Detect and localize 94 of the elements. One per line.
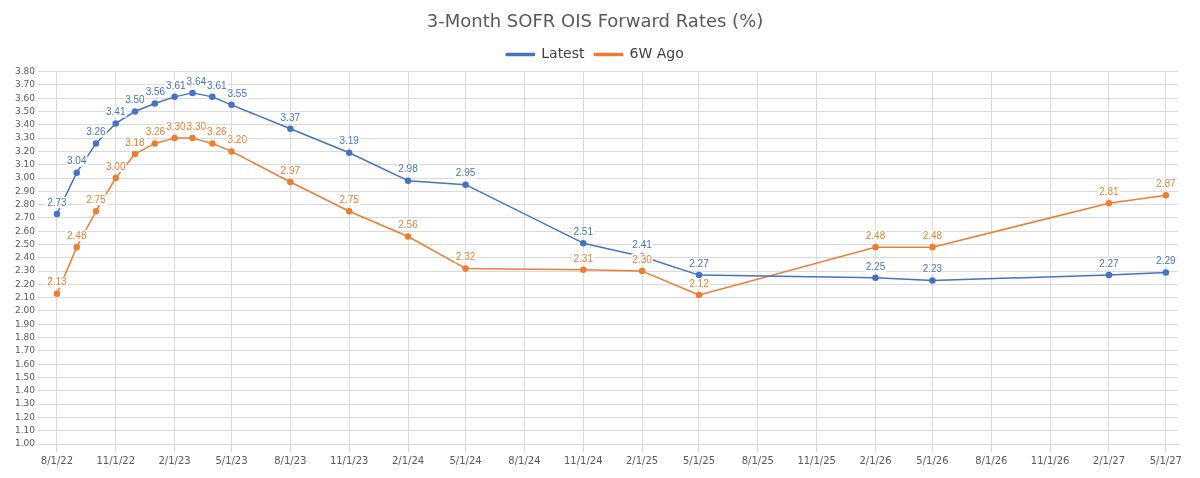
y-tick-label: 1.10 xyxy=(14,425,36,436)
x-tick-label: 2/1/24 xyxy=(391,454,425,466)
x-tick-label: 8/1/26 xyxy=(975,454,1008,466)
x-tick-label: 5/1/23 xyxy=(215,454,248,466)
chart-title: 3-Month SOFR OIS Forward Rates (%) xyxy=(426,10,764,32)
legend-label: Latest xyxy=(541,45,586,62)
data-label: 3.55 xyxy=(227,87,248,99)
y-tick-label: 3.60 xyxy=(14,92,36,103)
data-label: 3.00 xyxy=(106,160,126,172)
y-tick-label: 2.60 xyxy=(14,225,36,236)
data-label: 2.75 xyxy=(339,194,360,205)
y-tick-label: 1.20 xyxy=(14,411,36,422)
y-tick-label: 3.80 xyxy=(14,65,36,76)
y-tick-label: 1.30 xyxy=(14,398,36,409)
y-tick-label: 3.70 xyxy=(14,79,36,90)
y-tick-label: 3.10 xyxy=(14,159,36,170)
data-label: 3.18 xyxy=(125,136,146,148)
x-tick-label: 2/1/26 xyxy=(859,454,892,466)
data-label: 3.19 xyxy=(339,135,360,147)
data-label: 3.26 xyxy=(145,126,166,138)
data-label: 2.51 xyxy=(573,225,594,237)
x-tick-label: 5/1/25 xyxy=(682,454,716,466)
data-label: 3.30 xyxy=(166,120,187,132)
data-label: 2.29 xyxy=(1156,255,1177,267)
x-tick-label: 11/1/25 xyxy=(797,454,836,466)
data-label: 2.73 xyxy=(47,196,68,208)
y-tick-label: 2.70 xyxy=(14,212,36,223)
y-tick-label: 3.50 xyxy=(14,105,36,116)
y-tick-label: 3.00 xyxy=(14,172,36,183)
data-label: 2.30 xyxy=(632,253,653,265)
x-tick-label: 11/1/24 xyxy=(563,454,603,466)
data-label: 2.75 xyxy=(86,194,107,205)
data-label: 2.48 xyxy=(922,229,943,241)
data-label: 3.56 xyxy=(145,86,166,98)
data-label: 2.56 xyxy=(398,219,419,231)
data-label: 3.61 xyxy=(166,79,187,91)
data-label: 2.27 xyxy=(689,257,710,269)
x-tick-label: 8/1/22 xyxy=(40,454,73,466)
y-tick-label: 1.90 xyxy=(14,318,36,329)
data-label: 2.25 xyxy=(865,260,886,272)
data-label: 2.95 xyxy=(455,167,476,179)
x-tick-label: 11/1/22 xyxy=(96,454,136,466)
x-tick-label: 5/1/27 xyxy=(1149,454,1182,466)
legend-label: 6W Ago xyxy=(629,45,684,62)
data-label: 2.81 xyxy=(1099,186,1120,198)
x-tick-label: 8/1/23 xyxy=(274,454,307,466)
y-tick-label: 2.20 xyxy=(14,278,36,289)
y-tick-label: 3.30 xyxy=(14,132,36,143)
data-label: 3.64 xyxy=(186,75,207,87)
x-tick-label: 5/1/24 xyxy=(449,454,482,466)
data-label: 2.41 xyxy=(632,239,653,251)
data-label: 3.50 xyxy=(125,94,146,106)
y-tick-label: 3.40 xyxy=(14,119,36,130)
y-tick-label: 2.50 xyxy=(14,238,36,249)
data-label: 3.61 xyxy=(207,79,227,91)
data-label: 3.41 xyxy=(106,106,126,118)
y-tick-label: 2.30 xyxy=(14,265,36,276)
data-label: 3.26 xyxy=(86,126,107,138)
data-label: 2.32 xyxy=(455,251,476,263)
y-tick-label: 1.80 xyxy=(14,331,36,342)
x-tick-label: 2/1/23 xyxy=(158,454,191,466)
data-label: 3.20 xyxy=(227,134,248,146)
y-tick-label: 2.00 xyxy=(14,305,36,316)
y-tick-label: 2.90 xyxy=(14,185,36,196)
data-label: 2.13 xyxy=(47,276,68,288)
x-tick-label: 2/1/25 xyxy=(625,454,659,466)
y-tick-label: 2.80 xyxy=(14,198,36,209)
data-label: 2.12 xyxy=(689,277,710,289)
data-label: 2.48 xyxy=(865,229,886,241)
data-label: 2.31 xyxy=(573,252,594,264)
data-label: 2.27 xyxy=(1099,257,1120,269)
y-tick-label: 1.00 xyxy=(14,438,36,449)
y-tick-label: 1.40 xyxy=(14,385,36,396)
x-tick-label: 5/1/26 xyxy=(916,454,949,466)
x-tick-label: 2/1/27 xyxy=(1092,454,1126,466)
y-tick-label: 1.60 xyxy=(14,358,36,369)
x-tick-label: 11/1/26 xyxy=(1030,454,1070,466)
data-label: 2.23 xyxy=(922,263,943,275)
data-label: 3.37 xyxy=(280,111,301,123)
data-label: 3.30 xyxy=(186,120,207,132)
y-tick-label: 3.20 xyxy=(14,145,36,156)
y-tick-label: 2.40 xyxy=(14,252,36,263)
x-tick-label: 8/1/25 xyxy=(741,454,774,466)
y-tick-label: 1.70 xyxy=(14,345,36,356)
x-tick-label: 8/1/24 xyxy=(508,454,541,466)
y-tick-label: 2.10 xyxy=(14,292,36,303)
x-tick-label: 11/1/23 xyxy=(329,454,369,466)
data-label: 2.97 xyxy=(280,164,301,176)
data-label: 3.26 xyxy=(207,126,227,138)
data-label: 2.87 xyxy=(1156,178,1177,190)
data-label: 2.48 xyxy=(67,229,87,241)
data-label: 2.98 xyxy=(398,163,419,175)
data-label: 3.04 xyxy=(67,155,87,167)
y-tick-label: 1.50 xyxy=(14,371,36,382)
